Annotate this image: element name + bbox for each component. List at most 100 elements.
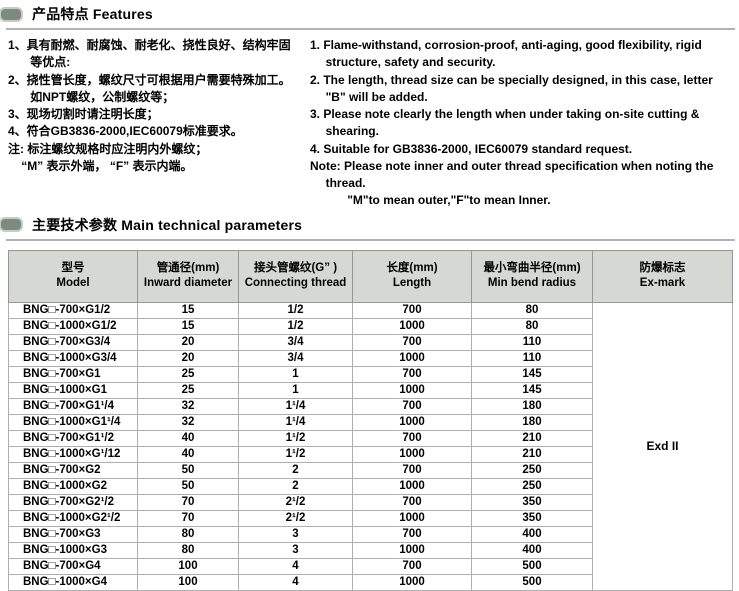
table-row: BNG□-1000×G3/4 20 3/4 1000 110 [8, 349, 733, 367]
value-cell: 1¹/4 [238, 397, 353, 415]
value-cell: 400 [471, 541, 593, 559]
value-cell: 3 [238, 541, 353, 559]
value-cell: 145 [471, 365, 593, 383]
feature-item-cn: 注: 标注螺纹规格时应注明内外螺纹； [8, 141, 208, 156]
model-cell: BNG□-1000×G3/4 [8, 349, 138, 367]
value-cell: 1000 [352, 349, 472, 367]
value-cell: 80 [471, 301, 593, 319]
value-cell: 25 [137, 365, 239, 383]
feature-item-cn: 2、挠性管长度，螺纹尺寸可根据用户需要特殊加工。如NPT螺纹，公制螺纹等； [8, 72, 291, 104]
table-row: BNG□-700×G3 80 3 700 400 [8, 525, 733, 543]
value-cell: 500 [471, 573, 593, 591]
column-header: 最小弯曲半径(mm) Min bend radius [471, 249, 593, 303]
parameters-title: 主要技术参数 Main technical parameters [32, 216, 303, 233]
value-cell: 1000 [352, 413, 472, 431]
features-section-header: 产品特点 Features [0, 4, 735, 24]
model-cell: BNG□-700×G2 [8, 461, 138, 479]
feature-item-cn: 1、具有耐燃、耐腐蚀、耐老化、挠性良好、结构牢固等优点: [8, 38, 291, 70]
table-row: BNG□-700×G2¹/2 70 2¹/2 700 350 [8, 493, 733, 511]
value-cell: 40 [137, 429, 239, 447]
ex-mark-cell: Exd II [592, 301, 733, 591]
value-cell: 350 [471, 509, 593, 527]
column-header-cn: 最小弯曲半径(mm) [483, 261, 581, 274]
value-cell: 1000 [352, 541, 472, 559]
value-cell: 250 [471, 461, 593, 479]
value-cell: 1 [238, 381, 353, 399]
model-cell: BNG□-1000×G2¹/2 [8, 509, 138, 527]
feature-item-cn: 3、现场切割时请注明长度； [8, 107, 159, 122]
model-cell: BNG□-1000×G4 [8, 573, 138, 591]
section-divider [6, 238, 735, 241]
value-cell: 700 [352, 429, 472, 447]
value-cell: 20 [137, 333, 239, 351]
value-cell: 80 [137, 525, 239, 543]
value-cell: 350 [471, 493, 593, 511]
parameters-section-header: 主要技术参数 Main technical parameters [0, 215, 735, 235]
model-cell: BNG□-700×G1/2 [8, 301, 138, 319]
column-header-cn: 防爆标志 [639, 261, 686, 274]
value-cell: 2¹/2 [238, 509, 353, 527]
value-cell: 1/2 [238, 317, 353, 335]
feature-item-en: Note: Please note inner and outer thread… [310, 158, 714, 191]
column-header-cn: 管通径(mm) [156, 261, 220, 274]
model-cell: BNG□-700×G1¹/4 [8, 397, 138, 415]
section-divider [6, 28, 735, 30]
value-cell: 250 [471, 477, 593, 495]
column-header-en: Connecting thread [244, 277, 347, 290]
model-cell: BNG□-1000×G1/2 [8, 317, 138, 335]
value-cell: 100 [137, 557, 239, 575]
feature-item-cn: 4、符合GB3836-2000,IEC60079标准要求。 [8, 124, 243, 139]
column-header: 长度(mm) Length [352, 249, 472, 303]
model-cell: BNG□-700×G3 [8, 525, 138, 543]
column-header: 管通径(mm) Inward diameter [137, 249, 239, 303]
column-header-cn: 接头管螺纹(G” ) [253, 261, 338, 274]
table-row: BNG□-700×G1 25 1 700 145 [8, 365, 733, 383]
column-header-cn: 长度(mm) [386, 261, 438, 274]
value-cell: 100 [137, 573, 239, 591]
value-cell: 1 [238, 365, 353, 383]
value-cell: 1000 [352, 381, 472, 399]
value-cell: 210 [471, 429, 593, 447]
value-cell: 40 [137, 445, 239, 463]
feature-item-en: 2. The length, thread size can be specia… [310, 72, 713, 104]
feature-item-cn: “M” 表示外端， “F” 表示内端。 [21, 158, 193, 173]
value-cell: 700 [352, 557, 472, 575]
model-cell: BNG□-1000×G1 [8, 381, 138, 399]
column-header-en: Ex-mark [639, 277, 686, 290]
features-english-list: 1. Flame-withstand, corrosion-proof, ant… [310, 37, 733, 210]
value-cell: 1000 [352, 573, 472, 591]
column-header-en: Length [392, 277, 432, 290]
column-header: 型号 Model [8, 249, 138, 303]
value-cell: 70 [137, 509, 239, 527]
table-row: BNG□-700×G1¹/2 40 1¹/2 700 210 [8, 429, 733, 447]
value-cell: 1¹/4 [238, 413, 353, 431]
value-cell: 50 [137, 461, 239, 479]
value-cell: 1000 [352, 445, 472, 463]
value-cell: 20 [137, 349, 239, 367]
value-cell: 700 [352, 301, 472, 319]
features-chinese-list: 1、具有耐燃、耐腐蚀、耐老化、挠性良好、结构牢固等优点: 2、挠性管长度，螺纹尺寸… [8, 37, 300, 210]
value-cell: 3 [238, 525, 353, 543]
model-cell: BNG□-1000×G¹/12 [8, 445, 138, 463]
value-cell: 1/2 [238, 301, 353, 319]
value-cell: 3/4 [238, 349, 353, 367]
parameters-table: 型号 Model 管通径(mm) Inward diameter 接头管螺纹(G” ) C… [8, 249, 733, 591]
column-header: 防爆标志 Ex-mark [592, 249, 733, 303]
value-cell: 180 [471, 397, 593, 415]
model-cell: BNG□-700×G1 [8, 365, 138, 383]
model-cell: BNG□-1000×G2 [8, 477, 138, 495]
value-cell: 700 [352, 493, 472, 511]
model-cell: BNG□-700×G1¹/2 [8, 429, 138, 447]
model-cell: BNG□-700×G2¹/2 [8, 493, 138, 511]
value-cell: 15 [137, 317, 239, 335]
value-cell: 400 [471, 525, 593, 543]
value-cell: 32 [137, 413, 239, 431]
model-cell: BNG□-700×G4 [8, 557, 138, 575]
value-cell: 180 [471, 413, 593, 431]
value-cell: 145 [471, 381, 593, 399]
value-cell: 700 [352, 333, 472, 351]
value-cell: 70 [137, 493, 239, 511]
value-cell: 110 [471, 333, 593, 351]
table-header-row: 型号 Model 管通径(mm) Inward diameter 接头管螺纹(G” ) C… [8, 249, 733, 303]
